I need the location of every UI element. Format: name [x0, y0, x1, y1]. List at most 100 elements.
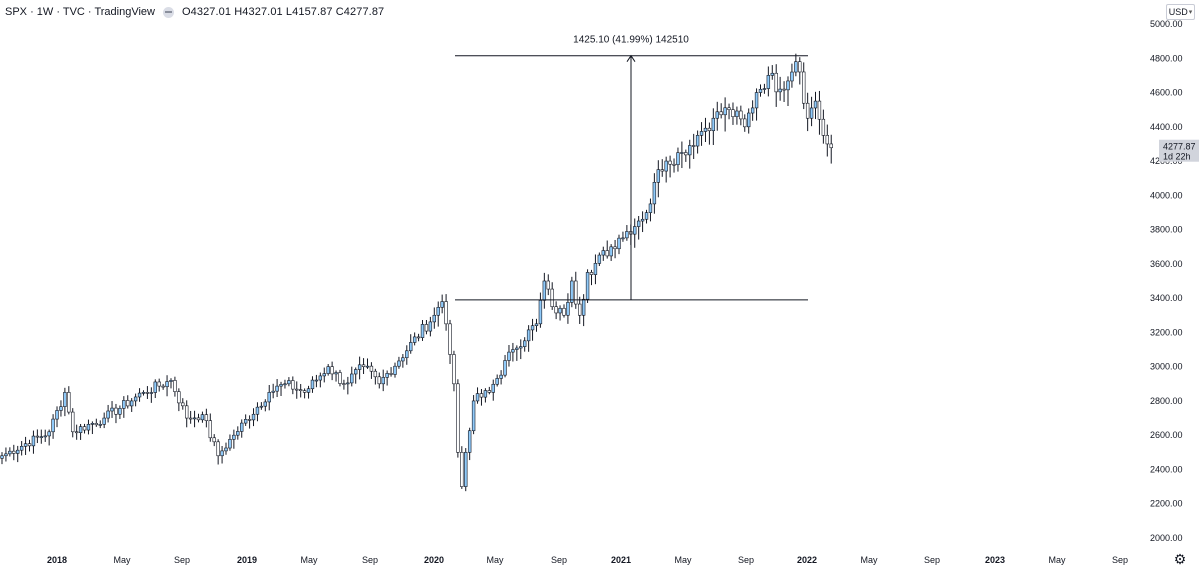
- candle-body: [47, 431, 51, 437]
- candle: [664, 156, 668, 183]
- candle: [499, 370, 503, 385]
- y-tick-label: 2200.00: [1150, 499, 1183, 509]
- y-tick-label: 2800.00: [1150, 396, 1183, 406]
- candle: [507, 345, 511, 367]
- candle-body: [381, 377, 385, 385]
- candle: [774, 64, 778, 107]
- candle-body: [711, 117, 716, 132]
- candle-body: [4, 453, 8, 457]
- candle: [275, 379, 279, 398]
- candle-body: [16, 449, 20, 454]
- candle-body: [570, 280, 574, 303]
- candle-body: [538, 300, 543, 325]
- candle-body: [322, 373, 326, 377]
- candle-body: [224, 447, 228, 452]
- candle-body: [676, 152, 680, 166]
- candle: [86, 419, 91, 435]
- candle: [318, 372, 323, 388]
- candle-body: [782, 88, 786, 91]
- candle: [192, 410, 197, 428]
- candle-body: [283, 383, 287, 386]
- y-tick-label: 5000.00: [1150, 19, 1183, 29]
- candle-body: [762, 88, 767, 90]
- candle: [798, 57, 802, 85]
- candle: [243, 414, 248, 426]
- candle: [353, 367, 358, 384]
- candle: [574, 271, 578, 309]
- candle-body: [668, 160, 672, 165]
- candle: [648, 198, 653, 222]
- candle: [691, 133, 696, 160]
- candle: [550, 282, 554, 310]
- x-tick-label: 2018: [47, 555, 67, 565]
- candle: [149, 387, 154, 403]
- gear-icon[interactable]: ⚙: [1173, 551, 1187, 567]
- candle-body: [456, 383, 460, 453]
- candle-body: [684, 152, 688, 156]
- candle: [232, 429, 236, 449]
- candle-body: [479, 393, 484, 398]
- candle: [267, 385, 271, 411]
- candle: [511, 342, 515, 362]
- measure-label: 1425.10 (41.99%) 142510: [573, 35, 689, 46]
- candle: [361, 358, 366, 374]
- candle: [817, 90, 822, 135]
- candle: [342, 379, 346, 390]
- symbol-title[interactable]: SPX · 1W · TVC · TradingView: [5, 6, 155, 18]
- candle: [684, 149, 688, 162]
- ohlc-values: O4327.01 H4327.01 L4157.87 C4277.87: [181, 6, 385, 18]
- candle-body: [562, 307, 566, 316]
- candle: [605, 240, 609, 259]
- candle: [12, 444, 16, 461]
- candle-body: [389, 373, 393, 375]
- candle-body: [746, 112, 751, 128]
- candle-body: [94, 423, 99, 426]
- y-tick-label: 2400.00: [1150, 464, 1183, 474]
- x-tick-label: Sep: [362, 555, 378, 565]
- candle-body: [534, 323, 539, 327]
- candle: [613, 239, 617, 259]
- candle-body: [55, 410, 59, 420]
- candle-body: [318, 375, 323, 381]
- candle-body: [633, 226, 637, 235]
- candle: [703, 117, 708, 143]
- candle-body: [181, 402, 185, 407]
- candle-body: [515, 347, 519, 350]
- candle: [74, 424, 79, 440]
- candle: [251, 408, 256, 427]
- candle-body: [625, 231, 629, 239]
- candle-body: [652, 182, 657, 205]
- candle: [715, 101, 719, 131]
- candle: [538, 292, 543, 328]
- candle-body: [267, 392, 271, 403]
- candle-body: [153, 381, 157, 393]
- eye-icon[interactable]: [162, 6, 174, 18]
- candle: [204, 408, 209, 428]
- candle-body: [613, 246, 617, 250]
- candle: [126, 395, 130, 409]
- candle-body: [67, 392, 71, 413]
- currency-label: USD: [1168, 7, 1188, 17]
- candle-body: [805, 102, 810, 119]
- candle-body: [440, 301, 444, 308]
- candle: [279, 381, 283, 397]
- candle: [16, 445, 20, 463]
- candle: [723, 97, 727, 132]
- candle-body: [640, 218, 645, 222]
- candle-body: [19, 446, 24, 451]
- candle-body: [393, 365, 397, 375]
- candle-body: [251, 413, 256, 421]
- candle-body: [236, 431, 240, 436]
- candle: [452, 350, 456, 392]
- candle: [106, 404, 110, 423]
- candle-body: [644, 212, 649, 220]
- currency-dropdown[interactable]: USD ▾: [1166, 4, 1195, 20]
- candle-body: [424, 324, 429, 332]
- candle: [129, 398, 134, 412]
- x-tick-label: May: [1048, 555, 1066, 565]
- candle: [177, 388, 181, 412]
- candle: [78, 423, 83, 440]
- candle: [137, 388, 142, 402]
- y-tick-label: 4800.00: [1150, 53, 1183, 63]
